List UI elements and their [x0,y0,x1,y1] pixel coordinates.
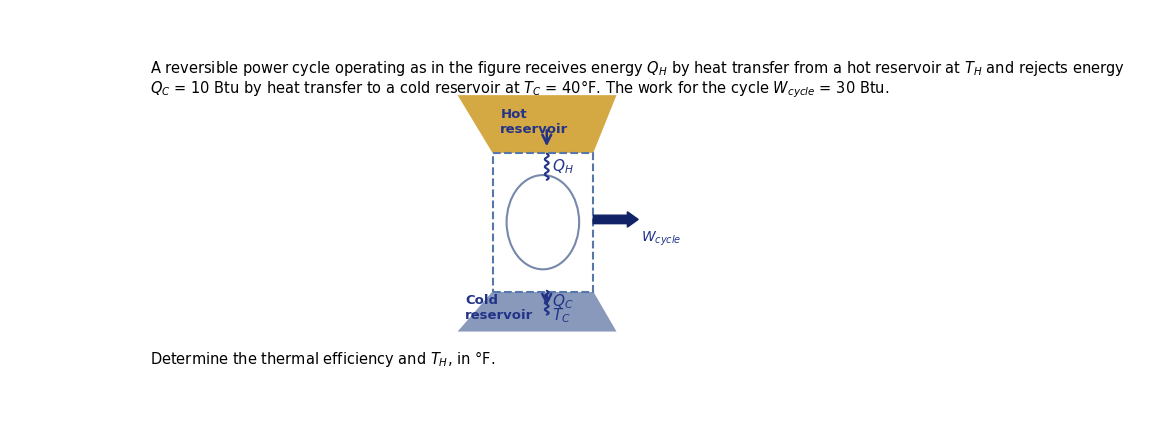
Text: Hot
reservoir: Hot reservoir [500,109,568,136]
Polygon shape [458,95,616,153]
Text: Cold
reservoir: Cold reservoir [466,293,534,322]
Text: $\mathit{Q_C}$: $\mathit{Q_C}$ [552,292,574,311]
Text: $\mathit{W_{cycle}}$: $\mathit{W_{cycle}}$ [642,230,682,248]
FancyArrow shape [593,212,638,227]
Text: $Q_C$ = 10 Btu by heat transfer to a cold reservoir at $T_C$ = 40°F. The work fo: $Q_C$ = 10 Btu by heat transfer to a col… [150,78,889,100]
Polygon shape [458,291,616,332]
Text: Determine the thermal efficiency and $T_H$, in °F.: Determine the thermal efficiency and $T_… [150,348,496,369]
Bar [492,153,593,291]
Text: $\mathit{Q_H}$: $\mathit{Q_H}$ [552,158,574,176]
Text: A reversible power cycle operating as in the figure receives energy $Q_H$ by hea: A reversible power cycle operating as in… [150,59,1125,78]
Text: $\mathit{T_C}$: $\mathit{T_C}$ [552,307,570,326]
